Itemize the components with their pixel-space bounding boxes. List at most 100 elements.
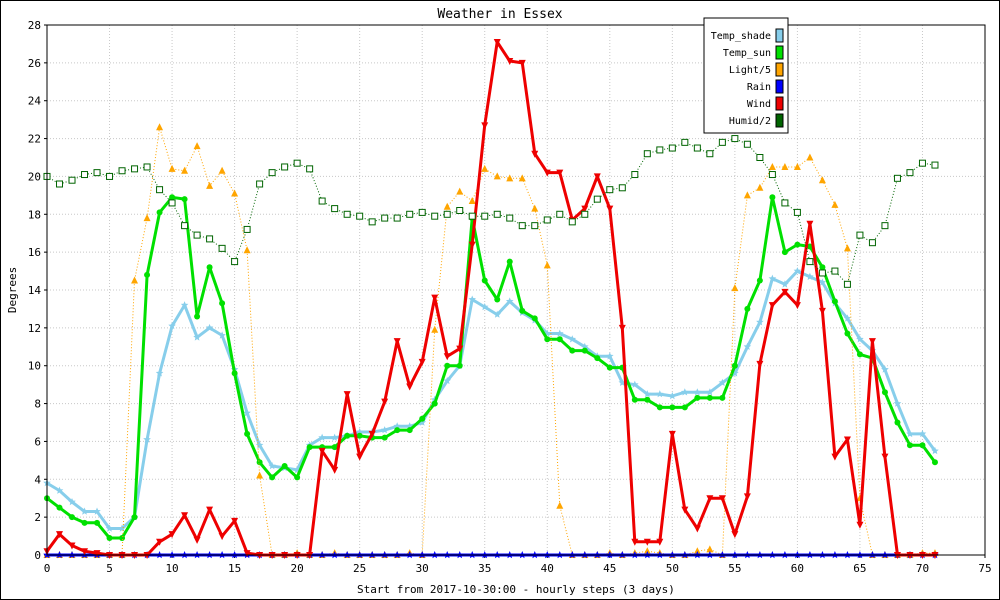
data-point	[581, 210, 589, 218]
y-tick-label: 16	[28, 246, 41, 259]
data-point	[131, 514, 138, 521]
data-point	[468, 295, 476, 303]
data-point	[68, 542, 76, 550]
data-point	[868, 338, 876, 346]
x-tick-label: 15	[228, 562, 241, 575]
data-point	[556, 329, 564, 337]
data-point	[818, 176, 826, 184]
data-point	[906, 442, 913, 449]
data-point	[143, 214, 151, 222]
data-point	[806, 220, 814, 228]
y-tick-label: 28	[28, 19, 41, 32]
data-point	[393, 214, 401, 222]
data-point	[918, 429, 927, 438]
legend-swatch	[775, 96, 784, 111]
x-tick-label: 0	[44, 562, 51, 575]
data-point	[168, 322, 176, 330]
data-point	[56, 531, 64, 539]
data-point	[381, 214, 389, 222]
data-point	[169, 194, 176, 201]
data-point	[493, 310, 501, 318]
data-point	[418, 418, 426, 426]
data-point	[343, 210, 351, 218]
data-point	[306, 165, 314, 173]
data-point	[693, 525, 701, 533]
data-point	[731, 284, 739, 292]
series-temp-sun	[44, 194, 938, 541]
data-point	[456, 207, 464, 214]
data-point	[518, 222, 526, 230]
y-tick-label: 12	[28, 322, 41, 335]
data-point	[505, 297, 514, 305]
data-point	[718, 378, 727, 386]
data-point	[543, 216, 551, 224]
data-point	[531, 315, 538, 322]
series-line-temp-shade	[46, 269, 937, 530]
data-point	[793, 302, 801, 310]
data-point	[894, 419, 901, 426]
data-point	[781, 249, 788, 256]
data-point	[331, 205, 339, 213]
data-point	[818, 269, 826, 277]
data-point	[706, 545, 714, 553]
data-point	[881, 389, 888, 396]
data-point	[243, 246, 251, 254]
data-point	[506, 174, 514, 182]
data-point	[193, 536, 201, 544]
data-point	[206, 181, 214, 189]
y-tick-label: 18	[28, 208, 41, 221]
data-point	[381, 434, 388, 441]
data-point	[218, 166, 226, 174]
series-group	[43, 39, 939, 559]
data-point	[256, 459, 263, 466]
data-point	[218, 244, 226, 252]
y-tick-label: 8	[34, 398, 41, 411]
data-point	[768, 302, 776, 310]
data-point	[693, 547, 701, 555]
data-point	[743, 342, 752, 350]
data-point	[906, 429, 914, 438]
data-point	[443, 353, 451, 361]
data-point	[781, 199, 789, 207]
y-tick-label: 4	[34, 473, 41, 486]
data-point	[744, 305, 751, 312]
data-point	[844, 330, 851, 337]
data-point	[106, 534, 113, 541]
data-point	[831, 267, 839, 275]
legend-label: Temp_shade	[711, 31, 771, 42]
data-point	[756, 277, 763, 284]
y-tick-label: 26	[28, 57, 41, 70]
data-point	[181, 196, 188, 203]
data-point	[693, 144, 701, 152]
data-point	[256, 180, 264, 188]
data-point	[656, 390, 664, 398]
data-point	[206, 264, 213, 271]
data-point	[518, 59, 526, 67]
data-point	[718, 138, 726, 146]
data-point	[293, 159, 301, 167]
data-point	[393, 338, 401, 346]
y-tick-label: 0	[34, 549, 41, 562]
y-tick-label: 6	[34, 435, 41, 448]
data-point	[206, 235, 214, 243]
data-point	[543, 261, 551, 269]
data-point	[468, 212, 476, 220]
data-point	[218, 533, 226, 541]
data-point	[718, 495, 726, 503]
data-point	[193, 333, 201, 341]
x-tick-label: 45	[603, 562, 616, 575]
data-point	[806, 258, 814, 266]
data-point	[468, 197, 476, 205]
data-point	[306, 444, 313, 451]
data-point	[431, 212, 439, 220]
data-point	[143, 435, 151, 443]
x-tick-label: 5	[106, 562, 113, 575]
data-point	[155, 369, 164, 377]
data-point	[493, 172, 501, 180]
data-point	[831, 453, 839, 461]
data-point	[618, 324, 626, 332]
data-point	[168, 199, 176, 207]
data-point	[143, 163, 151, 171]
data-point	[881, 222, 889, 230]
data-point	[806, 272, 814, 280]
